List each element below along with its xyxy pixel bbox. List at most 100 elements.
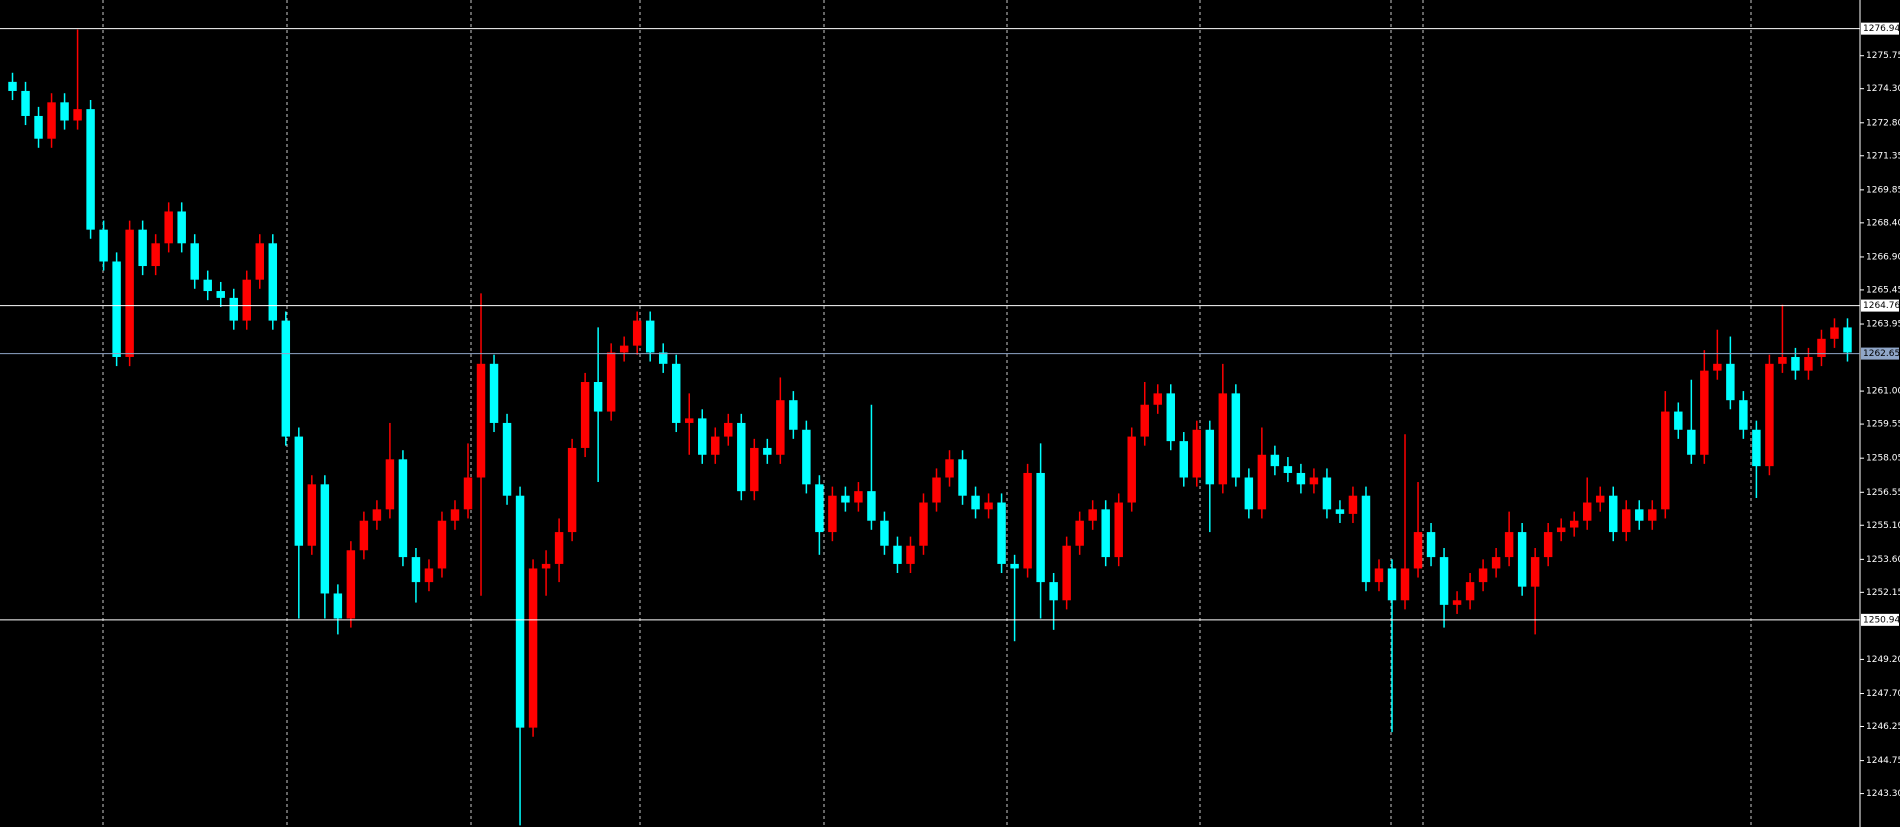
candle-body: [385, 459, 395, 510]
candle-body: [333, 593, 343, 619]
candle-body: [294, 436, 304, 546]
candle-body: [216, 291, 225, 298]
candle-body: [1296, 472, 1306, 485]
candle-body: [203, 279, 212, 292]
y-tick-label: 1275.75: [1866, 51, 1900, 61]
candle-body: [1465, 582, 1475, 601]
candle-body: [1765, 363, 1774, 467]
y-tick-label: 1263.95: [1866, 320, 1900, 330]
candle-body: [60, 102, 69, 121]
candle-body: [47, 102, 56, 139]
candle-body: [1283, 466, 1293, 473]
candle-body: [1804, 356, 1813, 371]
candle-body: [971, 495, 980, 510]
candle-body: [737, 422, 746, 492]
candle-body: [750, 447, 759, 492]
price-level-label: 1276.94: [1863, 24, 1900, 34]
candle-body: [177, 211, 186, 244]
price-level-label: 1250.94: [1863, 615, 1900, 625]
y-tick-label: 1268.40: [1866, 218, 1900, 228]
candle-body: [1101, 509, 1110, 558]
candle-body: [1348, 495, 1358, 514]
candle-body: [502, 422, 512, 496]
candle-body: [151, 243, 160, 267]
candle-body: [1595, 495, 1605, 503]
candle-body: [1830, 327, 1839, 339]
candle-body: [398, 459, 408, 558]
candle-body: [1231, 393, 1241, 478]
candle-body: [802, 429, 811, 485]
candle-body: [932, 477, 941, 503]
candle-body: [255, 243, 265, 280]
y-tick-label: 1269.85: [1866, 185, 1900, 195]
candle-body: [372, 509, 382, 521]
candle-body: [99, 229, 108, 262]
candle-body: [1582, 502, 1592, 521]
candle-body: [1127, 436, 1136, 503]
candle-body: [1778, 356, 1787, 364]
price-level-box: [1861, 347, 1899, 360]
candle-body: [815, 484, 824, 533]
candle-body: [320, 484, 330, 594]
candle-body: [450, 509, 460, 521]
candle-body: [8, 81, 17, 91]
candle-body: [1556, 527, 1566, 533]
y-tick-label: 1247.70: [1866, 689, 1900, 699]
candle-body: [1023, 472, 1032, 569]
candle-body: [919, 502, 928, 546]
candle-body: [1257, 454, 1267, 510]
candle-body: [841, 495, 850, 503]
candle-body: [73, 109, 82, 121]
candle-body: [346, 550, 356, 619]
y-tick-label: 1271.35: [1866, 151, 1900, 161]
candle-body: [463, 477, 473, 510]
candle-body: [606, 352, 616, 412]
candle-body: [1478, 568, 1488, 583]
candle-body: [1075, 520, 1084, 546]
y-tick-label: 1272.80: [1866, 118, 1900, 128]
candle-body: [242, 279, 251, 321]
price-level-label: 1262.65: [1863, 349, 1900, 359]
candle-body: [1179, 441, 1189, 478]
candle-body: [1309, 477, 1319, 485]
candle-body: [1387, 568, 1397, 601]
candle-body: [685, 418, 694, 423]
candle-body: [1739, 400, 1748, 430]
candle-body: [125, 229, 134, 357]
candle-body: [1400, 568, 1410, 601]
candle-body: [1114, 502, 1123, 558]
candle-body: [619, 345, 629, 353]
candle-body: [1036, 472, 1045, 583]
candle-body: [1062, 545, 1071, 601]
candle-body: [1648, 509, 1657, 521]
y-tick-label: 1261.00: [1866, 387, 1900, 397]
candle-body: [34, 115, 43, 139]
candle-body: [1491, 557, 1501, 569]
candle-body: [593, 382, 603, 412]
candle-body: [958, 459, 967, 496]
candle-body: [1010, 563, 1019, 569]
y-tick-label: 1252.15: [1866, 588, 1900, 598]
candle-body: [1661, 411, 1670, 510]
candle-body: [567, 447, 577, 533]
candle-body: [1166, 393, 1175, 442]
candle-body: [1413, 532, 1423, 569]
candle-body: [1843, 327, 1852, 353]
candle-body: [541, 563, 551, 569]
candle-body: [1361, 495, 1371, 583]
candle-body: [867, 491, 876, 521]
price-level-box: [1861, 22, 1899, 35]
candle-body: [1791, 356, 1800, 371]
y-tick-label: 1266.90: [1866, 252, 1900, 262]
candle-body: [1609, 495, 1618, 533]
candle-body: [489, 363, 499, 423]
candle-body: [164, 211, 173, 244]
candle-body: [190, 243, 199, 280]
candle-body: [112, 261, 121, 357]
candle-body: [906, 545, 915, 564]
candle-body: [671, 363, 681, 423]
y-tick-label: 1246.25: [1866, 722, 1900, 732]
candle-body: [776, 400, 785, 455]
candle-body: [1622, 509, 1631, 533]
